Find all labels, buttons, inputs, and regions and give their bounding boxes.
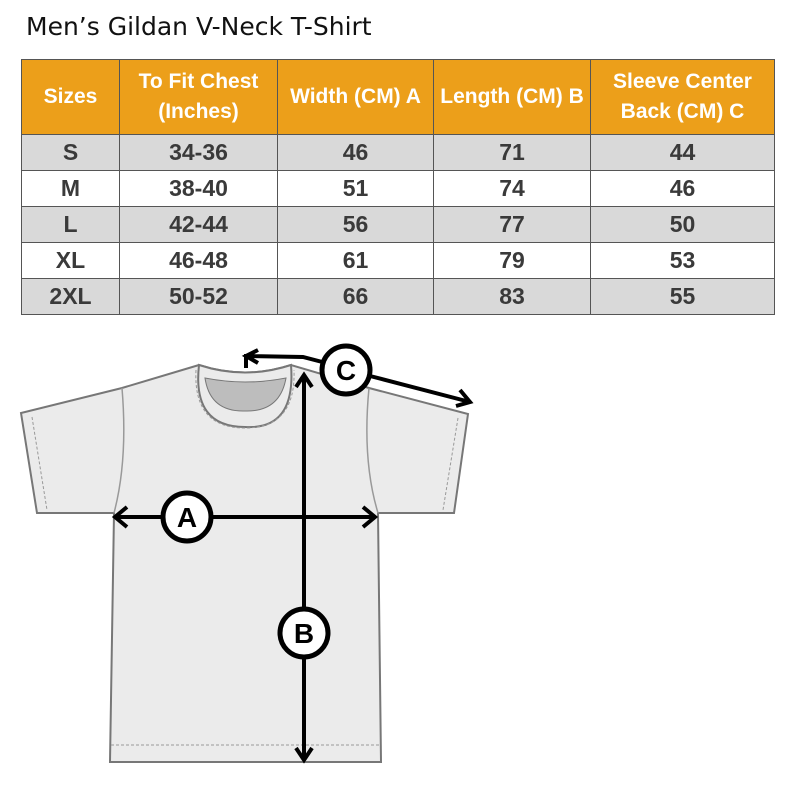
header-sizes: Sizes: [21, 59, 120, 135]
table-cell: 83: [433, 278, 591, 315]
table-cell: 38-40: [119, 170, 278, 207]
table-cell: 42-44: [119, 206, 278, 243]
tshirt-diagram: A B C: [19, 343, 474, 764]
header-width: Width (CM) A: [277, 59, 434, 135]
table-cell: 79: [433, 242, 591, 279]
table-cell: 44: [590, 134, 775, 171]
table-cell: M: [21, 170, 120, 207]
header-sleeve: Sleeve Center Back (CM) C: [590, 59, 775, 135]
label-a: A: [160, 490, 214, 544]
table-cell: 46: [590, 170, 775, 207]
table-cell: L: [21, 206, 120, 243]
table-cell: 55: [590, 278, 775, 315]
svg-text:B: B: [294, 618, 314, 649]
table-header-row: Sizes To Fit Chest (Inches) Width (CM) A…: [21, 59, 775, 135]
measure-arrows: [111, 348, 474, 764]
table-cell: 51: [277, 170, 434, 207]
page-title: Men’s Gildan V-Neck T-Shirt: [26, 12, 372, 41]
tshirt-shape: [19, 363, 470, 763]
table-cell: 2XL: [21, 278, 120, 315]
svg-text:C: C: [336, 355, 356, 386]
table-cell: 46: [277, 134, 434, 171]
table-cell: 56: [277, 206, 434, 243]
size-table: Sizes To Fit Chest (Inches) Width (CM) A…: [21, 59, 775, 315]
header-length: Length (CM) B: [433, 59, 591, 135]
table-cell: XL: [21, 242, 120, 279]
table-cell: 61: [277, 242, 434, 279]
table-cell: 34-36: [119, 134, 278, 171]
table-cell: 53: [590, 242, 775, 279]
table-cell: 71: [433, 134, 591, 171]
svg-text:A: A: [177, 502, 197, 533]
table-row: XL 46-48 61 79 53: [21, 242, 775, 279]
table-row: 2XL 50-52 66 83 55: [21, 278, 775, 315]
table-row: M 38-40 51 74 46: [21, 170, 775, 207]
label-b: B: [277, 606, 331, 660]
table-row: L 42-44 56 77 50: [21, 206, 775, 243]
table-cell: 66: [277, 278, 434, 315]
header-chest: To Fit Chest (Inches): [119, 59, 278, 135]
table-cell: 74: [433, 170, 591, 207]
table-cell: 46-48: [119, 242, 278, 279]
table-cell: 50: [590, 206, 775, 243]
table-cell: 77: [433, 206, 591, 243]
table-cell: S: [21, 134, 120, 171]
table-cell: 50-52: [119, 278, 278, 315]
label-c: C: [319, 343, 373, 397]
table-row: S 34-36 46 71 44: [21, 134, 775, 171]
